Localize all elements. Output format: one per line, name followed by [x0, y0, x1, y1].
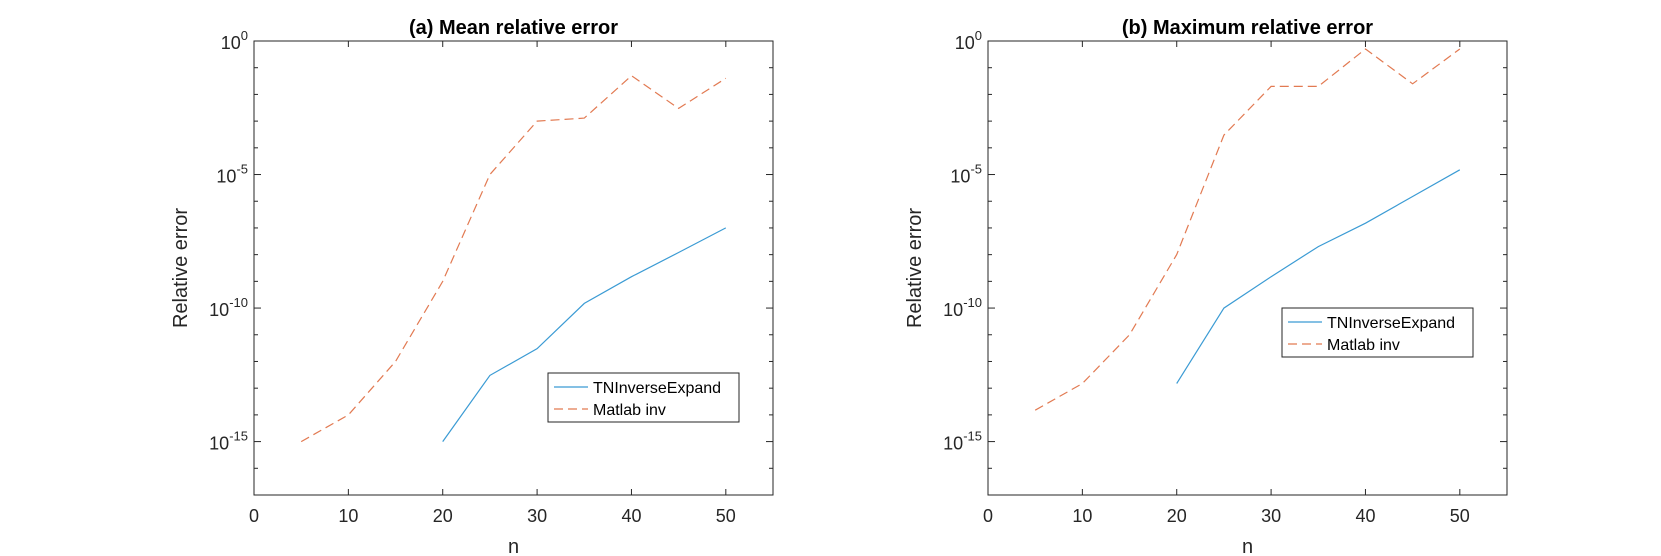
series-line-tninverseexpand [442, 227, 727, 442]
legend: TNInverseExpand Matlab inv [547, 372, 740, 423]
y-tick-exponent: -15 [229, 429, 248, 444]
y-tick-base: 10 [943, 300, 963, 320]
y-axis-label: Relative error [904, 208, 926, 328]
y-tick-base: 10 [216, 167, 236, 187]
series-line-tninverseexpand [1176, 169, 1461, 384]
plot-area-frame [987, 40, 1508, 496]
legend-box [547, 372, 740, 423]
x-tick-label: 40 [1355, 506, 1375, 526]
y-tick-label: 10-15 [943, 429, 982, 454]
x-tick-label: 30 [1261, 506, 1281, 526]
x-tick-label: 50 [716, 506, 736, 526]
y-tick-label: 10-15 [209, 429, 248, 454]
legend: TNInverseExpand Matlab inv [1281, 307, 1474, 358]
chart-title: (b) Maximum relative error [1122, 17, 1373, 39]
legend-box [1281, 307, 1474, 358]
legend-label: Matlab inv [593, 402, 666, 419]
x-tick-label: 10 [338, 506, 358, 526]
x-tick-label: 0 [983, 506, 993, 526]
x-tick-label: 20 [433, 506, 453, 526]
y-axis-label: Relative error [170, 208, 192, 328]
plot-area-frame [253, 40, 774, 496]
x-tick-label: 30 [527, 506, 547, 526]
y-tick-exponent: -15 [963, 429, 982, 444]
y-tick-exponent: -5 [236, 162, 248, 177]
y-tick-label: 10-5 [950, 162, 982, 187]
legend-label: Matlab inv [1327, 337, 1400, 354]
x-tick-label: 40 [621, 506, 641, 526]
x-axis: 0 10 20 30 40 50 [983, 41, 1470, 526]
y-tick-label: 100 [955, 28, 982, 53]
y-tick-exponent: 0 [241, 28, 248, 43]
chart-title: (a) Mean relative error [409, 17, 618, 39]
y-tick-exponent: -5 [970, 162, 982, 177]
x-axis-label: n [1242, 536, 1253, 556]
series-line-matlab-inv [300, 74, 727, 443]
y-tick-exponent: -10 [229, 295, 248, 310]
y-tick-base: 10 [221, 33, 241, 53]
y-tick-base: 10 [950, 167, 970, 187]
x-tick-label: 10 [1072, 506, 1092, 526]
x-axis-label: n [508, 536, 519, 556]
y-tick-base: 10 [943, 434, 963, 454]
y-tick-base: 10 [955, 33, 975, 53]
x-tick-label: 50 [1450, 506, 1470, 526]
y-tick-label: 10-10 [943, 295, 982, 320]
y-tick-label: 10-10 [209, 295, 248, 320]
legend-label: TNInverseExpand [593, 380, 721, 397]
y-tick-label: 100 [221, 28, 248, 53]
y-tick-label: 10-5 [216, 162, 248, 187]
y-tick-exponent: 0 [975, 28, 982, 43]
x-tick-label: 0 [249, 506, 259, 526]
y-tick-base: 10 [209, 300, 229, 320]
x-axis: 0 10 20 30 40 50 [249, 41, 736, 526]
x-tick-label: 20 [1167, 506, 1187, 526]
legend-label: TNInverseExpand [1327, 315, 1455, 332]
y-tick-exponent: -10 [963, 295, 982, 310]
y-tick-base: 10 [209, 434, 229, 454]
series-line-matlab-inv [1034, 48, 1461, 411]
